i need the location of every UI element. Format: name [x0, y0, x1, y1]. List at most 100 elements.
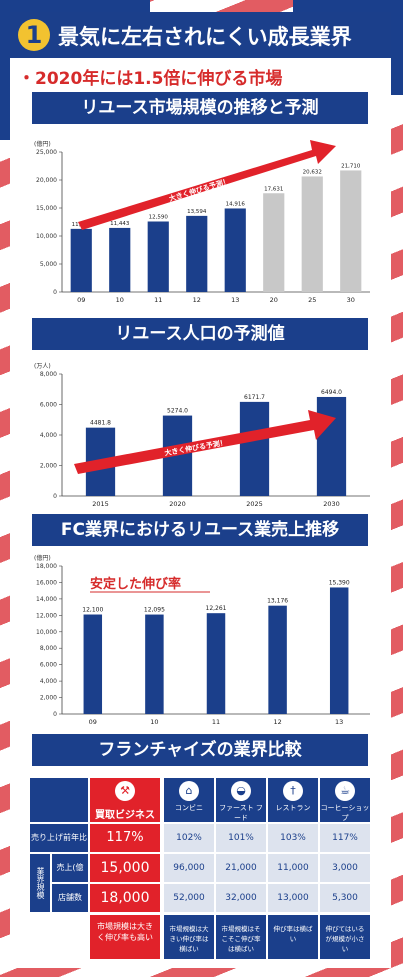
data-label: 5274.0	[167, 408, 188, 415]
y-unit-label: (億円)	[34, 140, 51, 148]
y-tick-label: 10,000	[36, 629, 57, 636]
y-tick-label: 12,000	[36, 612, 57, 619]
column-header: ⌂ コンビニ	[164, 778, 214, 822]
bar	[301, 176, 323, 292]
growth-arrow	[78, 140, 336, 230]
arrow-annotation: 大きく伸びる予測！	[168, 176, 231, 203]
bar	[147, 221, 169, 292]
data-label: 6494.0	[321, 389, 342, 396]
x-tick-label: 12	[273, 718, 281, 726]
bar	[268, 605, 287, 714]
data-label: 14,916	[226, 201, 246, 207]
column-note: 伸び率は横ばい	[268, 915, 318, 959]
cell-stores: 32,000	[216, 884, 266, 912]
section-title-fc-sales: FC業界におけるリユース業売上推移	[32, 514, 368, 546]
y-tick-label: 8,000	[40, 371, 57, 378]
y-unit-label: (億円)	[34, 554, 51, 562]
store-icon: ⌂	[179, 781, 199, 801]
market-size-svg: (億円)05,00010,00015,00020,00025,00011,274…	[34, 140, 370, 304]
data-label: 21,710	[341, 163, 361, 169]
column-header: † レストラン	[268, 778, 318, 822]
coffee-icon: ☕	[335, 781, 355, 801]
bar	[224, 208, 246, 292]
fc-sales-svg: (億円) 0 2,000 4,000 6,000 8,000 10,000 12,000 14,…	[34, 554, 370, 726]
y-tick-label: 10,000	[36, 233, 57, 240]
column-name: コーヒーショップ	[320, 804, 370, 822]
corner-cell	[30, 778, 88, 822]
y-tick-label: 4,000	[40, 678, 57, 685]
data-label: 15,390	[329, 579, 350, 586]
data-label: 13,594	[187, 209, 207, 215]
section-title-market: リユース市場規模の推移と予測	[32, 92, 368, 124]
column-header: ☕ コーヒーショップ	[320, 778, 370, 822]
y-tick-label: 20,000	[36, 177, 57, 184]
featured-header: ⚒ 買取ビジネス	[90, 778, 160, 822]
cell-stores: 52,000	[164, 884, 214, 912]
cell-growth: 101%	[216, 824, 266, 852]
data-label: 4481.8	[90, 420, 111, 427]
bar	[316, 396, 347, 496]
bar	[340, 170, 362, 292]
growth-arrow	[74, 410, 336, 474]
x-tick-label: 10	[150, 718, 158, 726]
row-label-stores: 店舗数	[52, 884, 88, 912]
y-tick-label: 15,000	[36, 205, 57, 212]
column-name: コンビニ	[175, 804, 203, 812]
population-svg: (万人) 0 2,000 4,000 6,000 8,000 4481.8 2015 5274.…	[34, 363, 370, 508]
y-tick-label: 0	[53, 493, 57, 500]
cell-sales: 3,000	[320, 854, 370, 882]
y-tick-label: 14,000	[36, 596, 57, 603]
x-tick-label: 12	[193, 296, 201, 304]
column-note: 伸びてはいるが規模が小さい	[320, 915, 370, 959]
chart-fc-sales: (億円) 0 2,000 4,000 6,000 8,000 10,000 12,000 14,…	[20, 552, 381, 730]
featured-stores: 18,000	[90, 884, 160, 912]
data-label: 12,590	[149, 214, 169, 220]
x-tick-label: 10	[116, 296, 124, 304]
cell-sales: 96,000	[164, 854, 214, 882]
chart-population: (万人) 0 2,000 4,000 6,000 8,000 4481.8 2015 5274.…	[20, 356, 381, 516]
section-title-comparison: フランチャイズの業界比較	[32, 734, 368, 766]
x-tick-label: 30	[347, 296, 355, 304]
x-tick-label: 2030	[323, 500, 340, 508]
cell-growth: 117%	[320, 824, 370, 852]
row-label-sales: 売上(億円)	[52, 854, 88, 900]
y-tick-label: 2,000	[40, 695, 57, 702]
y-tick-label: 25,000	[36, 149, 57, 156]
data-label: 11,443	[110, 221, 130, 227]
row-label-group: 業界規模	[30, 854, 50, 912]
bar	[263, 193, 285, 292]
data-label: 12,261	[206, 605, 227, 612]
data-label: 20,632	[303, 169, 322, 175]
page-subtitle: ・2020年には1.5倍に伸びる市場	[18, 69, 283, 89]
data-label: 6171.7	[244, 394, 265, 401]
y-tick-label: 2,000	[40, 463, 57, 470]
row-label-growth: 売り上げ前年比	[30, 824, 88, 852]
bar	[109, 227, 131, 292]
page-header: 1 景気に左右されにくい成長業界	[10, 12, 391, 58]
featured-name: 買取ビジネス	[95, 810, 155, 821]
x-tick-label: 2020	[169, 500, 186, 508]
bar	[83, 614, 103, 714]
bar	[145, 614, 164, 714]
x-tick-label: 20	[270, 296, 278, 304]
y-tick-label: 5,000	[40, 261, 57, 268]
bar	[186, 215, 208, 292]
x-tick-label: 09	[77, 296, 85, 304]
y-tick-label: 6,000	[40, 402, 57, 409]
cell-growth: 102%	[164, 824, 214, 852]
page-title: 景気に左右されにくい成長業界	[58, 25, 352, 49]
bar	[70, 228, 92, 292]
x-tick-label: 13	[335, 718, 343, 726]
y-tick-label: 6,000	[40, 662, 57, 669]
bar	[329, 587, 349, 714]
y-tick-label: 8,000	[40, 645, 57, 652]
bar	[239, 401, 270, 496]
y-tick-label: 16,000	[36, 579, 57, 586]
featured-growth: 117%	[90, 824, 160, 852]
section-title-population: リユース人口の予測値	[32, 318, 368, 350]
y-tick-label: 0	[53, 289, 57, 296]
cell-stores: 13,000	[268, 884, 318, 912]
cell-stores: 5,300	[320, 884, 370, 912]
chart-annotation: 安定した伸び率	[90, 576, 181, 592]
y-tick-label: 0	[53, 711, 57, 718]
